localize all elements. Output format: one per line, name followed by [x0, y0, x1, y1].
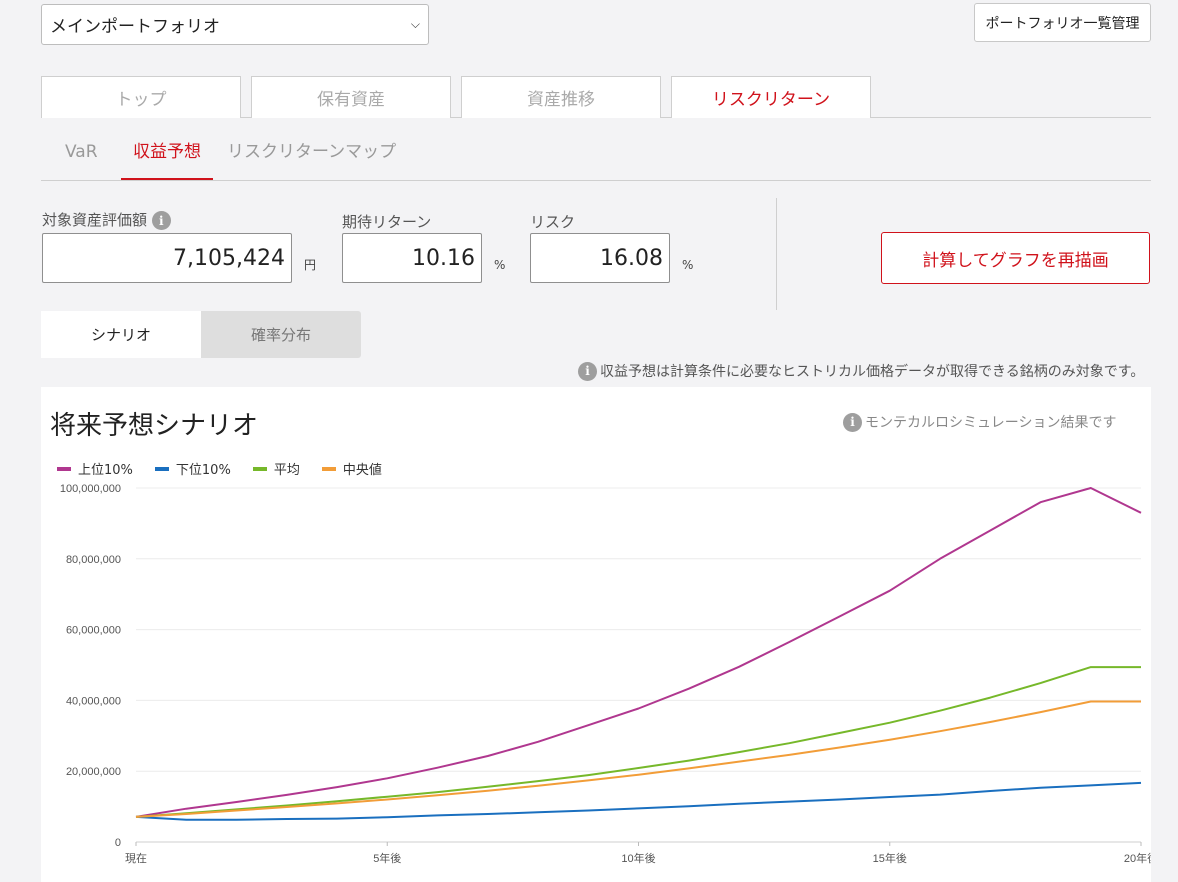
risk-input[interactable]: 16.08 [530, 233, 670, 283]
risk-unit: % [682, 258, 694, 272]
subtab-risk-return-map[interactable]: リスクリターンマップ [227, 142, 397, 162]
tab-risk-return[interactable]: リスクリターン [671, 76, 871, 118]
y-tick-label: 0 [115, 837, 121, 849]
info-icon: i [578, 361, 597, 381]
portfolio-manage-button[interactable]: ポートフォリオ一覧管理 [974, 3, 1151, 42]
series-line [135, 487, 1142, 818]
risk-label: リスク [530, 213, 576, 231]
scenario-toggle[interactable]: シナリオ [41, 311, 201, 358]
distribution-toggle[interactable]: 確率分布 [201, 311, 361, 358]
chart-legend: 上位10% 下位10% 平均 中央値 [57, 459, 382, 478]
asset-value-unit: 円 [304, 258, 317, 272]
legend-item[interactable]: 中央値 [321, 459, 382, 478]
data-note: i 収益予想は計算条件に必要なヒストリカル価格データが取得できる銘柄のみ対象です… [578, 361, 1144, 381]
asset-value-label-row: 対象資産評価額 i [42, 209, 171, 230]
expected-return-label: 期待リターン [342, 213, 432, 231]
chart-panel: 0 20,000,000 40,000,000 60,000,000 80,000,00… [41, 387, 1151, 882]
sub-tabs: VaR 収益予想 リスクリターンマップ [41, 130, 1151, 181]
forecast-chart: 0 20,000,000 40,000,000 60,000,000 80,000,00… [60, 483, 1151, 865]
y-tick-label: 80,000,000 [66, 554, 121, 566]
expected-return-unit: % [494, 258, 506, 272]
legend-item[interactable]: 下位10% [154, 459, 231, 478]
expected-return-input[interactable]: 10.16 [342, 233, 482, 283]
x-tick-label: 20年後 [1124, 851, 1151, 865]
x-tick-label: 5年後 [373, 851, 401, 865]
legend-label: 平均 [273, 463, 300, 478]
legend-swatch [154, 466, 169, 471]
info-icon: i [843, 412, 862, 432]
subtab-var[interactable]: VaR [65, 142, 98, 162]
series-line [135, 666, 1141, 818]
series-line [135, 700, 1141, 818]
tab-holdings[interactable]: 保有資産 [251, 76, 451, 118]
asset-value-label: 対象資産評価額 [42, 211, 148, 229]
recalculate-button[interactable]: 計算してグラフを再描画 [881, 232, 1150, 284]
tab-top[interactable]: トップ [41, 76, 241, 118]
legend-swatch [321, 466, 336, 471]
portfolio-select[interactable]: メインポートフォリオ ⌵ [41, 4, 429, 45]
subtab-profit-forecast[interactable]: 収益予想 [121, 140, 213, 180]
series-line [135, 781, 1142, 821]
y-tick-label: 60,000,000 [66, 625, 121, 637]
divider [776, 198, 777, 310]
legend-swatch [57, 466, 71, 471]
simulation-note-text: モンテカルロシミュレーション結果です [865, 415, 1117, 431]
info-icon[interactable]: i [151, 211, 171, 230]
y-tick-label: 100,000,000 [60, 483, 121, 495]
portfolio-select-value: メインポートフォリオ [50, 17, 220, 37]
main-tabs: トップ 保有資産 資産推移 リスクリターン [41, 76, 1151, 118]
legend-label: 中央値 [342, 463, 382, 478]
y-tick-label: 40,000,000 [66, 695, 121, 707]
y-tick-label: 20,000,000 [66, 766, 121, 778]
chevron-down-icon: ⌵ [410, 17, 420, 31]
simulation-note: i モンテカルロシミュレーション結果です [843, 412, 1116, 432]
asset-value-input[interactable]: 7,105,424 [42, 233, 292, 283]
chart-title: 将来予想シナリオ [50, 411, 259, 441]
x-tick-label: 10年後 [621, 851, 655, 865]
legend-item[interactable]: 平均 [252, 459, 300, 478]
x-tick-label: 現在 [125, 852, 147, 865]
x-tick-label: 15年後 [873, 851, 907, 865]
legend-item[interactable]: 上位10% [57, 459, 133, 478]
legend-label: 上位10% [78, 463, 133, 478]
tab-asset-history[interactable]: 資産推移 [461, 76, 661, 118]
legend-label: 下位10% [175, 463, 231, 478]
data-note-text: 収益予想は計算条件に必要なヒストリカル価格データが取得できる銘柄のみ対象です。 [600, 364, 1145, 380]
legend-swatch [252, 466, 267, 471]
